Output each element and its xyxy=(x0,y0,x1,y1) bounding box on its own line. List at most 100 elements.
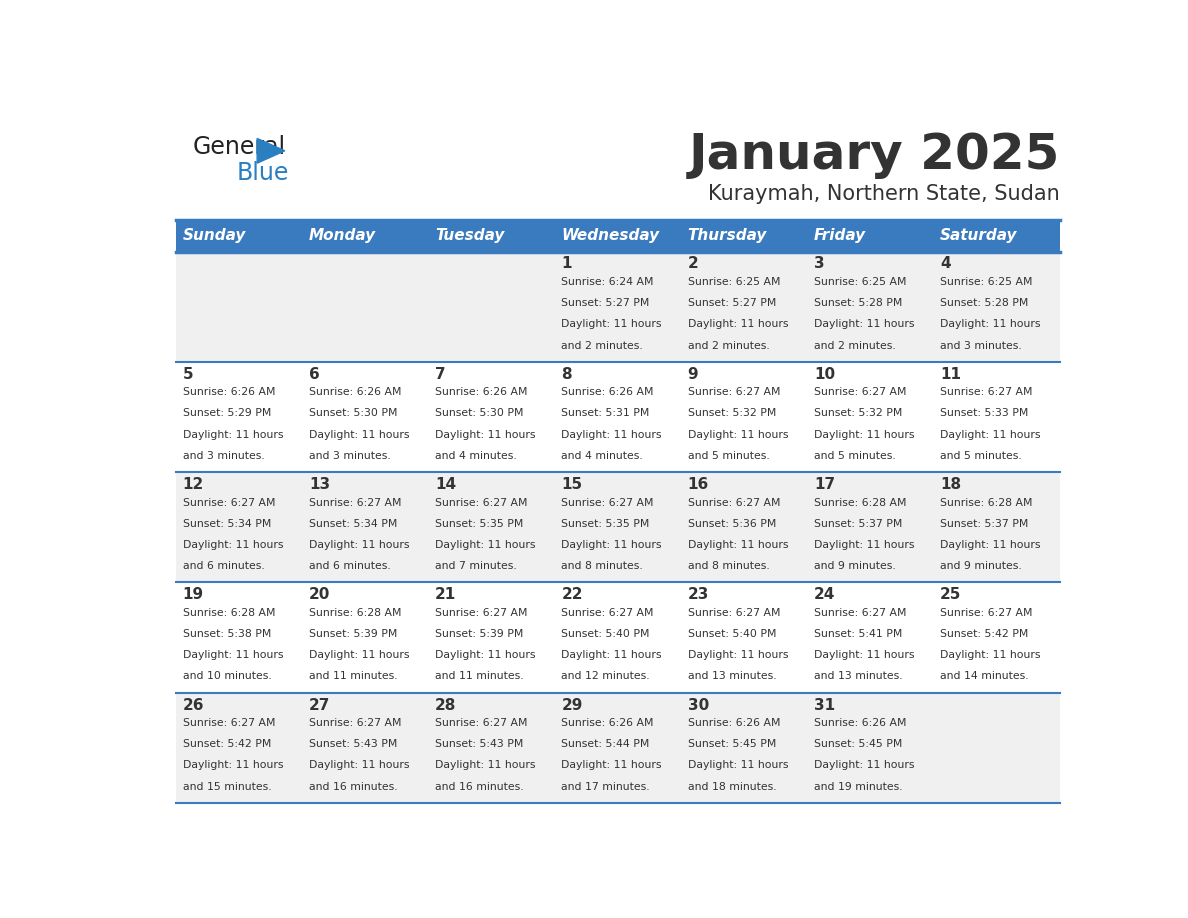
Bar xyxy=(808,582,934,692)
Text: Sunrise: 6:27 AM: Sunrise: 6:27 AM xyxy=(814,387,906,397)
Text: and 4 minutes.: and 4 minutes. xyxy=(562,451,643,461)
Text: 3: 3 xyxy=(814,256,824,272)
Text: and 16 minutes.: and 16 minutes. xyxy=(435,781,524,791)
Text: 11: 11 xyxy=(940,367,961,382)
Text: Sunset: 5:32 PM: Sunset: 5:32 PM xyxy=(814,409,902,419)
Text: Sunset: 5:27 PM: Sunset: 5:27 PM xyxy=(562,298,650,308)
Text: Sunrise: 6:27 AM: Sunrise: 6:27 AM xyxy=(688,498,781,508)
Text: Sunrise: 6:27 AM: Sunrise: 6:27 AM xyxy=(688,387,781,397)
Text: Sunset: 5:45 PM: Sunset: 5:45 PM xyxy=(814,739,902,749)
Text: Daylight: 11 hours: Daylight: 11 hours xyxy=(435,760,536,770)
Text: Daylight: 11 hours: Daylight: 11 hours xyxy=(940,430,1041,440)
Text: Sunrise: 6:27 AM: Sunrise: 6:27 AM xyxy=(435,498,527,508)
Bar xyxy=(555,582,681,692)
Text: Sunrise: 6:25 AM: Sunrise: 6:25 AM xyxy=(940,277,1032,287)
Text: Daylight: 11 hours: Daylight: 11 hours xyxy=(688,650,788,660)
Text: Sunset: 5:35 PM: Sunset: 5:35 PM xyxy=(435,519,524,529)
Text: Sunrise: 6:27 AM: Sunrise: 6:27 AM xyxy=(183,718,276,728)
Text: Sunset: 5:28 PM: Sunset: 5:28 PM xyxy=(814,298,902,308)
Bar xyxy=(176,692,303,803)
Bar xyxy=(555,219,681,252)
Text: 2: 2 xyxy=(688,256,699,272)
Text: Sunset: 5:34 PM: Sunset: 5:34 PM xyxy=(309,519,397,529)
Bar xyxy=(934,582,1060,692)
Bar xyxy=(176,362,303,472)
Text: 28: 28 xyxy=(435,698,456,712)
Text: 30: 30 xyxy=(688,698,709,712)
Text: 20: 20 xyxy=(309,588,330,602)
Text: Sunset: 5:39 PM: Sunset: 5:39 PM xyxy=(435,629,524,639)
Text: Sunrise: 6:27 AM: Sunrise: 6:27 AM xyxy=(562,498,653,508)
Text: Sunrise: 6:26 AM: Sunrise: 6:26 AM xyxy=(562,718,653,728)
Polygon shape xyxy=(257,139,285,163)
Text: Sunset: 5:43 PM: Sunset: 5:43 PM xyxy=(435,739,524,749)
Text: Daylight: 11 hours: Daylight: 11 hours xyxy=(814,760,915,770)
Text: and 6 minutes.: and 6 minutes. xyxy=(183,561,264,571)
Text: and 14 minutes.: and 14 minutes. xyxy=(940,671,1029,681)
Text: 27: 27 xyxy=(309,698,330,712)
Text: Sunset: 5:37 PM: Sunset: 5:37 PM xyxy=(940,519,1029,529)
Text: and 10 minutes.: and 10 minutes. xyxy=(183,671,271,681)
Bar xyxy=(555,472,681,582)
Bar xyxy=(681,252,808,362)
Text: and 3 minutes.: and 3 minutes. xyxy=(309,451,391,461)
Text: January 2025: January 2025 xyxy=(689,131,1060,179)
Text: and 5 minutes.: and 5 minutes. xyxy=(688,451,770,461)
Text: 23: 23 xyxy=(688,588,709,602)
Text: Sunrise: 6:27 AM: Sunrise: 6:27 AM xyxy=(435,608,527,618)
Text: Daylight: 11 hours: Daylight: 11 hours xyxy=(562,650,662,660)
Text: Sunrise: 6:27 AM: Sunrise: 6:27 AM xyxy=(688,608,781,618)
Text: Sunrise: 6:26 AM: Sunrise: 6:26 AM xyxy=(562,387,653,397)
Text: Sunset: 5:44 PM: Sunset: 5:44 PM xyxy=(562,739,650,749)
Text: Sunset: 5:45 PM: Sunset: 5:45 PM xyxy=(688,739,776,749)
Text: Daylight: 11 hours: Daylight: 11 hours xyxy=(562,540,662,550)
Text: and 15 minutes.: and 15 minutes. xyxy=(183,781,271,791)
Text: and 18 minutes.: and 18 minutes. xyxy=(688,781,776,791)
Text: Daylight: 11 hours: Daylight: 11 hours xyxy=(309,540,410,550)
Text: Daylight: 11 hours: Daylight: 11 hours xyxy=(183,760,283,770)
Bar xyxy=(303,582,429,692)
Text: and 2 minutes.: and 2 minutes. xyxy=(688,341,770,351)
Bar xyxy=(681,219,808,252)
Bar xyxy=(934,692,1060,803)
Text: and 11 minutes.: and 11 minutes. xyxy=(309,671,398,681)
Bar xyxy=(429,252,555,362)
Text: 26: 26 xyxy=(183,698,204,712)
Text: Sunrise: 6:26 AM: Sunrise: 6:26 AM xyxy=(183,387,276,397)
Text: and 6 minutes.: and 6 minutes. xyxy=(309,561,391,571)
Text: and 7 minutes.: and 7 minutes. xyxy=(435,561,517,571)
Text: Sunset: 5:30 PM: Sunset: 5:30 PM xyxy=(435,409,524,419)
Bar xyxy=(808,252,934,362)
Text: 12: 12 xyxy=(183,477,204,492)
Text: and 8 minutes.: and 8 minutes. xyxy=(562,561,643,571)
Bar xyxy=(934,219,1060,252)
Text: 21: 21 xyxy=(435,588,456,602)
Text: Sunrise: 6:28 AM: Sunrise: 6:28 AM xyxy=(183,608,276,618)
Text: Daylight: 11 hours: Daylight: 11 hours xyxy=(940,650,1041,660)
Text: Sunset: 5:37 PM: Sunset: 5:37 PM xyxy=(814,519,902,529)
Text: 10: 10 xyxy=(814,367,835,382)
Text: Monday: Monday xyxy=(309,229,375,243)
Text: Sunrise: 6:27 AM: Sunrise: 6:27 AM xyxy=(940,608,1032,618)
Text: Sunset: 5:34 PM: Sunset: 5:34 PM xyxy=(183,519,271,529)
Text: Sunset: 5:42 PM: Sunset: 5:42 PM xyxy=(940,629,1029,639)
Text: Sunset: 5:32 PM: Sunset: 5:32 PM xyxy=(688,409,776,419)
Bar xyxy=(176,252,303,362)
Text: Sunset: 5:31 PM: Sunset: 5:31 PM xyxy=(562,409,650,419)
Text: 13: 13 xyxy=(309,477,330,492)
Text: 17: 17 xyxy=(814,477,835,492)
Text: Sunrise: 6:26 AM: Sunrise: 6:26 AM xyxy=(435,387,527,397)
Text: Sunset: 5:40 PM: Sunset: 5:40 PM xyxy=(688,629,776,639)
Text: Daylight: 11 hours: Daylight: 11 hours xyxy=(814,430,915,440)
Bar xyxy=(429,219,555,252)
Text: Sunset: 5:33 PM: Sunset: 5:33 PM xyxy=(940,409,1029,419)
Text: 18: 18 xyxy=(940,477,961,492)
Text: 25: 25 xyxy=(940,588,961,602)
Text: 29: 29 xyxy=(562,698,583,712)
Text: and 4 minutes.: and 4 minutes. xyxy=(435,451,517,461)
Bar xyxy=(934,362,1060,472)
Text: Daylight: 11 hours: Daylight: 11 hours xyxy=(183,540,283,550)
Text: Daylight: 11 hours: Daylight: 11 hours xyxy=(435,540,536,550)
Text: and 9 minutes.: and 9 minutes. xyxy=(814,561,896,571)
Text: Daylight: 11 hours: Daylight: 11 hours xyxy=(814,650,915,660)
